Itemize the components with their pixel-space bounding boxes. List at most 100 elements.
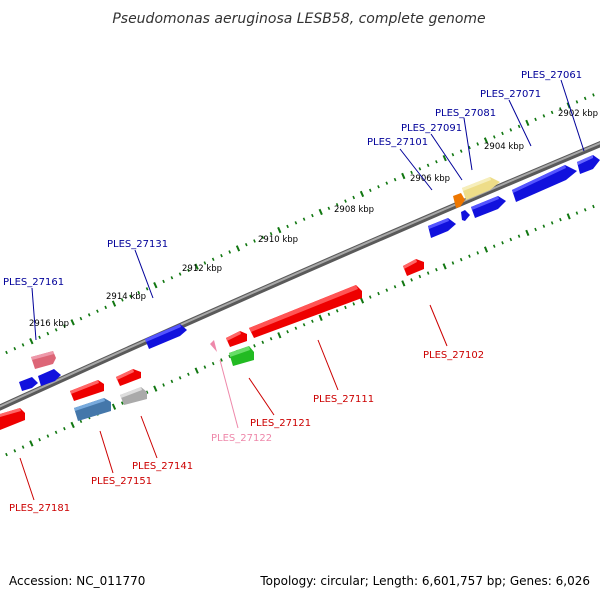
minor-tick-ticks-inner-9 xyxy=(63,426,66,431)
minor-tick-ticks-inner-16 xyxy=(120,401,124,405)
minor-tick-ticks-outer-32 xyxy=(253,239,256,243)
minor-tick-ticks-outer-38 xyxy=(302,217,306,221)
minor-tick-ticks-inner-46 xyxy=(368,295,372,299)
major-tick-ticks-inner-65 xyxy=(525,229,530,236)
gene-feature-ples-27141[interactable] xyxy=(120,387,147,405)
leader-ples-27161 xyxy=(31,287,37,341)
minor-tick-ticks-inner-61 xyxy=(492,244,496,248)
forward-strand-genes xyxy=(19,155,600,391)
gene-feature-ples-27151[interactable] xyxy=(74,398,111,421)
gene-label-ples-27161[interactable]: PLES_27161 xyxy=(3,277,64,288)
minor-tick-ticks-outer-73 xyxy=(592,93,595,97)
gene-label-ples-27071[interactable]: PLES_27071 xyxy=(480,89,541,100)
gene-label-ples-27122[interactable]: PLES_27122 xyxy=(211,433,272,444)
minor-tick-ticks-inner-69 xyxy=(559,217,562,222)
minor-tick-ticks-outer-21 xyxy=(162,279,165,284)
gene-feature-ples-27151-red[interactable] xyxy=(70,380,104,401)
major-tick-ticks-inner-55 xyxy=(442,263,447,270)
minor-tick-ticks-outer-26 xyxy=(203,261,207,265)
minor-tick-ticks-outer-58 xyxy=(468,145,471,150)
leader-ples-27141 xyxy=(140,415,158,459)
minor-tick-ticks-inner-23 xyxy=(178,376,182,380)
minor-tick-ticks-outer-59 xyxy=(476,142,480,146)
minor-tick-ticks-outer-23 xyxy=(178,272,182,276)
gene-label-ples-27181[interactable]: PLES_27181 xyxy=(9,503,70,514)
gene-label-ples-27121[interactable]: PLES_27121 xyxy=(250,418,311,429)
gene-feature-ples-27121-red[interactable] xyxy=(226,331,247,347)
gene-feature-ples-27161[interactable] xyxy=(31,351,56,369)
gene-label-ples-27141[interactable]: PLES_27141 xyxy=(132,461,193,472)
minor-tick-ticks-outer-39 xyxy=(311,213,314,218)
minor-tick-ticks-outer-14 xyxy=(104,305,108,310)
leader-ples-27102 xyxy=(429,304,448,347)
gene-feature-ples-27131[interactable] xyxy=(145,324,187,349)
gene-label-ples-27081[interactable]: PLES_27081 xyxy=(435,108,496,119)
gene-feature-ples-27061[interactable] xyxy=(577,155,600,174)
gene-feature-ples-27081[interactable] xyxy=(462,177,500,200)
minor-tick-ticks-outer-18 xyxy=(137,290,141,295)
leader-ples-27061 xyxy=(560,79,585,152)
gene-label-ples-27131[interactable]: PLES_27131 xyxy=(107,239,168,250)
minor-tick-ticks-inner-8 xyxy=(54,430,58,435)
gene-feature-ples-27122[interactable] xyxy=(210,340,217,352)
gene-feature-ples-27121[interactable] xyxy=(229,346,254,366)
minor-tick-ticks-outer-48 xyxy=(385,181,389,185)
gene-feature-forward-left-2[interactable] xyxy=(19,377,38,391)
gene-feature-ples-27102[interactable] xyxy=(403,259,424,276)
gene-feature-ples-27181[interactable] xyxy=(0,408,25,430)
minor-tick-ticks-inner-62 xyxy=(501,241,504,245)
gene-feature-ples-27141-red[interactable] xyxy=(116,369,141,386)
major-tick-ticks-outer-45 xyxy=(359,190,365,198)
tick-label-2904: 2904 kbp xyxy=(484,142,524,152)
major-tick-ticks-outer-5 xyxy=(29,337,34,345)
gene-feature-forward-left-1[interactable] xyxy=(38,369,61,386)
leader-ples-27131 xyxy=(134,249,154,299)
minor-tick-ticks-outer-54 xyxy=(435,160,438,164)
minor-tick-ticks-outer-47 xyxy=(377,185,380,189)
major-tick-ticks-outer-55 xyxy=(442,155,447,162)
minor-tick-ticks-outer-2 xyxy=(5,350,8,355)
minor-tick-ticks-outer-56 xyxy=(451,152,455,157)
gene-label-ples-27102[interactable]: PLES_27102 xyxy=(423,350,484,361)
gene-label-ples-27061[interactable]: PLES_27061 xyxy=(521,70,582,81)
gene-feature-forward-2906[interactable] xyxy=(428,218,456,238)
gene-feature-ples-27101[interactable] xyxy=(453,193,465,208)
leader-ples-27122 xyxy=(219,359,239,429)
gene-label-ples-27091[interactable]: PLES_27091 xyxy=(401,123,462,134)
minor-tick-ticks-inner-4 xyxy=(21,445,25,449)
minor-tick-ticks-inner-54 xyxy=(435,267,438,272)
map-title: Pseudomonas aeruginosa LESB58, complete … xyxy=(112,11,485,27)
major-tick-ticks-inner-70 xyxy=(566,213,571,220)
minor-tick-ticks-outer-37 xyxy=(294,221,298,225)
leader-ples-27081 xyxy=(463,117,473,171)
minor-tick-ticks-outer-34 xyxy=(269,231,273,236)
gene-label-ples-27151[interactable]: PLES_27151 xyxy=(91,476,152,487)
major-tick-ticks-outer-50 xyxy=(401,172,406,180)
minor-tick-ticks-outer-33 xyxy=(261,235,265,240)
gene-feature-ples-27091-small[interactable] xyxy=(461,210,470,221)
gene-feature-ples-27071[interactable] xyxy=(512,165,577,202)
gene-label-ples-27101[interactable]: PLES_27101 xyxy=(367,137,428,148)
minor-tick-ticks-outer-72 xyxy=(583,96,587,101)
leader-ples-27121 xyxy=(248,377,275,416)
major-tick-ticks-inner-5 xyxy=(29,440,34,447)
leader-ples-27181 xyxy=(19,457,35,501)
gene-labels: PLES_27061 PLES_27071 PLES_27081 PLES_27… xyxy=(3,70,582,514)
major-tick-ticks-inner-15 xyxy=(111,403,117,410)
gene-feature-ples-27111[interactable] xyxy=(249,285,362,338)
minor-tick-ticks-inner-66 xyxy=(534,227,537,232)
tick-label-2906: 2906 kbp xyxy=(410,174,450,184)
minor-tick-ticks-inner-22 xyxy=(170,379,174,384)
minor-tick-ticks-inner-53 xyxy=(426,271,430,275)
major-tick-ticks-outer-20 xyxy=(153,281,158,289)
leader-ples-27151 xyxy=(99,430,114,474)
minor-tick-ticks-inner-42 xyxy=(335,309,339,313)
minor-tick-ticks-inner-71 xyxy=(575,211,579,215)
major-tick-ticks-outer-25 xyxy=(194,263,199,270)
minor-tick-ticks-inner-44 xyxy=(352,302,356,306)
gene-feature-ples-27091[interactable] xyxy=(471,196,506,218)
accession-text: Accession: NC_011770 xyxy=(9,574,146,588)
gene-label-ples-27111[interactable]: PLES_27111 xyxy=(313,394,374,405)
minor-tick-ticks-outer-41 xyxy=(327,206,331,211)
major-tick-ticks-outer-40 xyxy=(318,208,323,216)
